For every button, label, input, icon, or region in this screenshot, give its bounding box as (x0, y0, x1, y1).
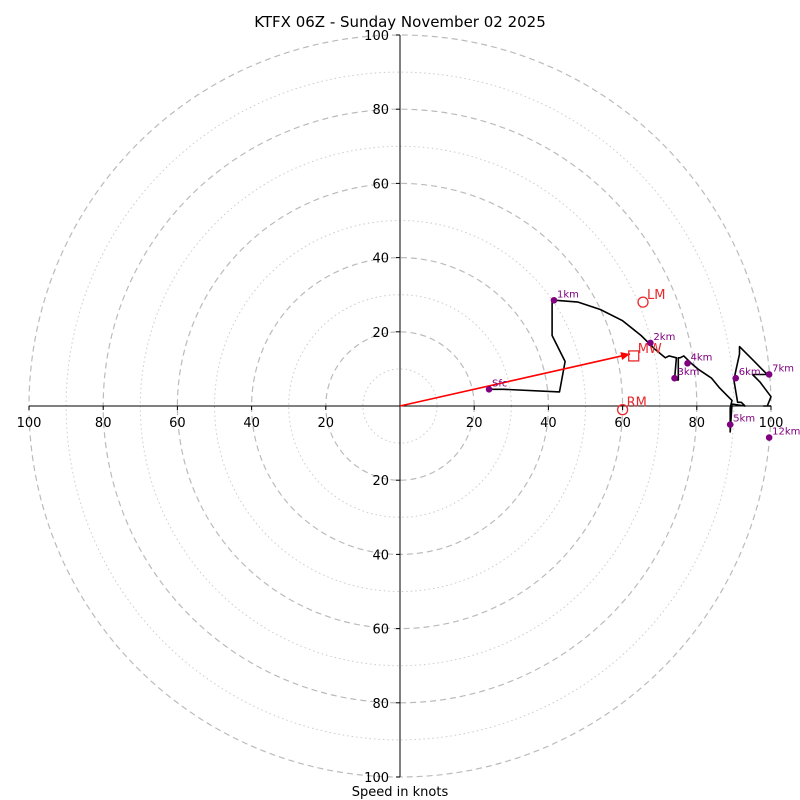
height-label: 7km (772, 363, 794, 374)
y-tick-label: 100 (364, 29, 389, 44)
motion-label-mw: MW (638, 342, 662, 357)
storm-motion-arrowhead (620, 352, 631, 360)
height-label: 1km (557, 289, 579, 300)
height-label: 2km (653, 332, 675, 343)
x-tick-label: 60 (169, 416, 186, 431)
height-marker (765, 371, 773, 378)
motion-layer: LM MW RM (616, 288, 665, 416)
x-tick-label: 80 (95, 416, 112, 431)
motion-marker-rm (616, 404, 629, 416)
height-label: 6km (739, 367, 761, 378)
y-tick-label: 20 (372, 326, 389, 341)
y-tick-label: 40 (372, 252, 389, 267)
x-tick-label: 40 (540, 416, 557, 431)
hodograph-trace (489, 299, 772, 433)
height-label: 4km (691, 352, 713, 363)
arrow-layer (399, 352, 631, 407)
height-label: 12km (772, 427, 800, 438)
height-marker (726, 421, 734, 428)
y-tick-label: 60 (372, 623, 389, 638)
height-marker (647, 339, 654, 347)
y-tick-label: 60 (372, 177, 389, 192)
motion-label-rm: RM (627, 396, 647, 411)
y-tick-label: 80 (372, 697, 389, 712)
x-tick-label: 40 (243, 416, 260, 431)
y-tick-label: 40 (372, 548, 389, 563)
x-tick-label: 20 (466, 416, 483, 431)
motion-marker-lm (637, 296, 649, 308)
y-tick-label: 20 (372, 474, 389, 489)
height-marker (485, 386, 493, 393)
height-label: 5km (733, 414, 755, 425)
height-marker (684, 360, 691, 367)
height-marker (732, 374, 740, 382)
height-label: 3km (678, 367, 700, 378)
height-marker (765, 434, 773, 441)
ticks-layer: 100 80 60 40 20 20 40 60 80 100 100 80 60 40 20 20 40 60 8… (17, 29, 784, 786)
y-tick-label: 100 (364, 771, 389, 786)
storm-motion-arrow (399, 353, 631, 407)
height-marker (550, 296, 558, 304)
chart-title: KTFX 06Z - Sunday November 02 2025 (254, 13, 546, 31)
x-tick-label: 20 (318, 416, 335, 431)
trace-layer (489, 299, 772, 433)
motion-label-lm: LM (647, 288, 665, 303)
height-marker (671, 374, 678, 382)
x-tick-label: 100 (17, 416, 42, 431)
x-axis-label: Speed in knots (352, 785, 449, 800)
x-tick-label: 60 (614, 416, 631, 431)
x-tick-label: 80 (689, 416, 706, 431)
motion-marker-mw (628, 350, 640, 362)
x-tick-label: 100 (759, 416, 784, 431)
height-label: Sfc (492, 378, 507, 389)
y-tick-label: 80 (372, 103, 389, 118)
height-markers-layer: Sfc 1km 2km 3km 4km 5km 6km 7km 12km (485, 289, 800, 441)
